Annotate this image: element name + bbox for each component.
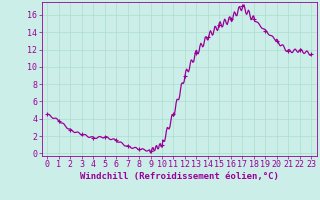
X-axis label: Windchill (Refroidissement éolien,°C): Windchill (Refroidissement éolien,°C) (80, 172, 279, 181)
